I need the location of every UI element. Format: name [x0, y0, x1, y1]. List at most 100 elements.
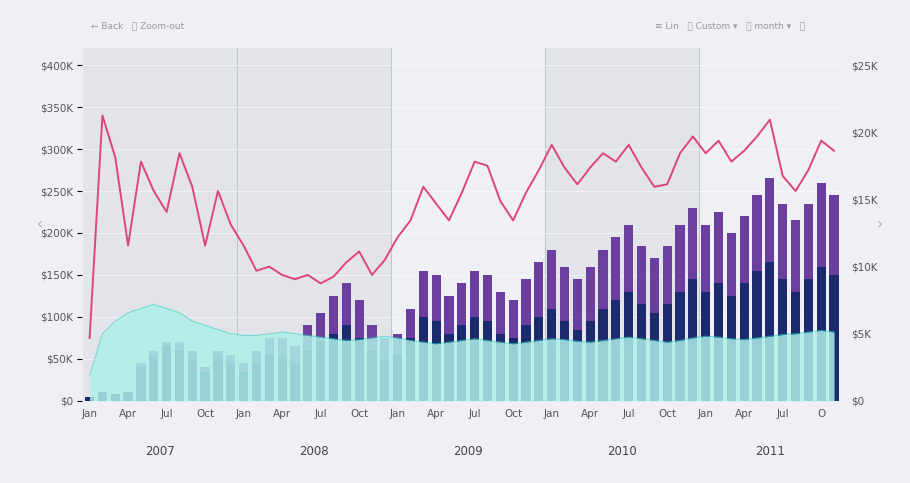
Bar [534, 317, 543, 401]
Bar [252, 351, 261, 363]
Bar [97, 393, 107, 401]
Bar [740, 216, 749, 284]
Bar [572, 329, 582, 401]
Bar [316, 342, 325, 401]
Bar [175, 342, 184, 351]
Bar [419, 271, 428, 317]
Bar [753, 195, 762, 271]
Bar [85, 397, 95, 401]
Text: 2009: 2009 [453, 444, 483, 457]
Bar [149, 355, 158, 401]
Text: ‹: ‹ [37, 217, 43, 232]
Bar [329, 296, 339, 334]
Bar [791, 220, 800, 292]
Bar [509, 300, 518, 338]
Text: ›: › [876, 217, 883, 232]
Bar [778, 204, 787, 279]
Bar [675, 225, 684, 292]
Bar [124, 392, 133, 401]
Bar [265, 338, 274, 355]
Bar [200, 367, 209, 371]
Bar [701, 225, 711, 292]
Bar [431, 275, 440, 321]
Bar [714, 284, 723, 401]
Bar [534, 262, 543, 317]
Bar [187, 359, 197, 401]
Bar [637, 245, 646, 304]
Bar [765, 178, 774, 262]
Bar [290, 363, 299, 401]
Bar [380, 338, 389, 359]
Bar [688, 279, 697, 401]
Bar [380, 359, 389, 401]
Bar [329, 334, 339, 401]
Bar [290, 346, 299, 363]
Bar [341, 284, 351, 326]
Bar [368, 351, 377, 401]
Bar [753, 271, 762, 401]
Bar [252, 363, 261, 401]
Text: 2011: 2011 [755, 444, 784, 457]
Bar [585, 321, 595, 401]
Bar [316, 313, 325, 342]
Bar [393, 355, 402, 401]
Bar [278, 359, 287, 401]
Bar [496, 292, 505, 334]
Bar [547, 309, 556, 401]
Text: 2010: 2010 [607, 444, 637, 457]
Bar [470, 271, 480, 317]
Bar [239, 363, 248, 371]
Bar [612, 237, 621, 300]
Bar [278, 338, 287, 359]
Bar [560, 321, 569, 401]
Bar [341, 326, 351, 401]
Bar [699, 48, 841, 401]
Bar [265, 355, 274, 401]
Bar [637, 304, 646, 401]
Bar [650, 313, 659, 401]
Bar [227, 363, 236, 401]
Bar [406, 309, 415, 338]
Bar [136, 363, 146, 367]
Bar [688, 208, 697, 279]
Text: ← Back   🔍 Zoom-out: ← Back 🔍 Zoom-out [91, 22, 184, 31]
Bar [457, 326, 467, 401]
Bar [727, 296, 736, 401]
Bar [585, 267, 595, 321]
Bar [457, 284, 467, 326]
Bar [521, 279, 531, 326]
Text: 2007: 2007 [146, 444, 175, 457]
Bar [701, 292, 711, 401]
Bar [303, 351, 312, 401]
Bar [239, 371, 248, 401]
Bar [136, 367, 146, 401]
Bar [599, 250, 608, 309]
Bar [675, 292, 684, 401]
Bar [238, 48, 391, 401]
Bar [829, 195, 839, 275]
Bar [829, 275, 839, 401]
Bar [572, 279, 582, 329]
Bar [740, 284, 749, 401]
Bar [149, 351, 158, 355]
Bar [791, 292, 800, 401]
Bar [444, 296, 453, 334]
Bar [804, 279, 813, 401]
Bar [509, 338, 518, 401]
Bar [162, 342, 171, 346]
Bar [368, 326, 377, 351]
Bar [624, 225, 633, 292]
Bar [650, 258, 659, 313]
Bar [545, 48, 699, 401]
Bar [599, 309, 608, 401]
Bar [111, 394, 120, 401]
Bar [187, 351, 197, 359]
Bar [406, 338, 415, 401]
Bar [483, 275, 492, 321]
Bar [213, 351, 223, 359]
Bar [200, 371, 209, 401]
Bar [213, 359, 223, 401]
Bar [765, 262, 774, 401]
Bar [83, 48, 238, 401]
Bar [560, 267, 569, 321]
